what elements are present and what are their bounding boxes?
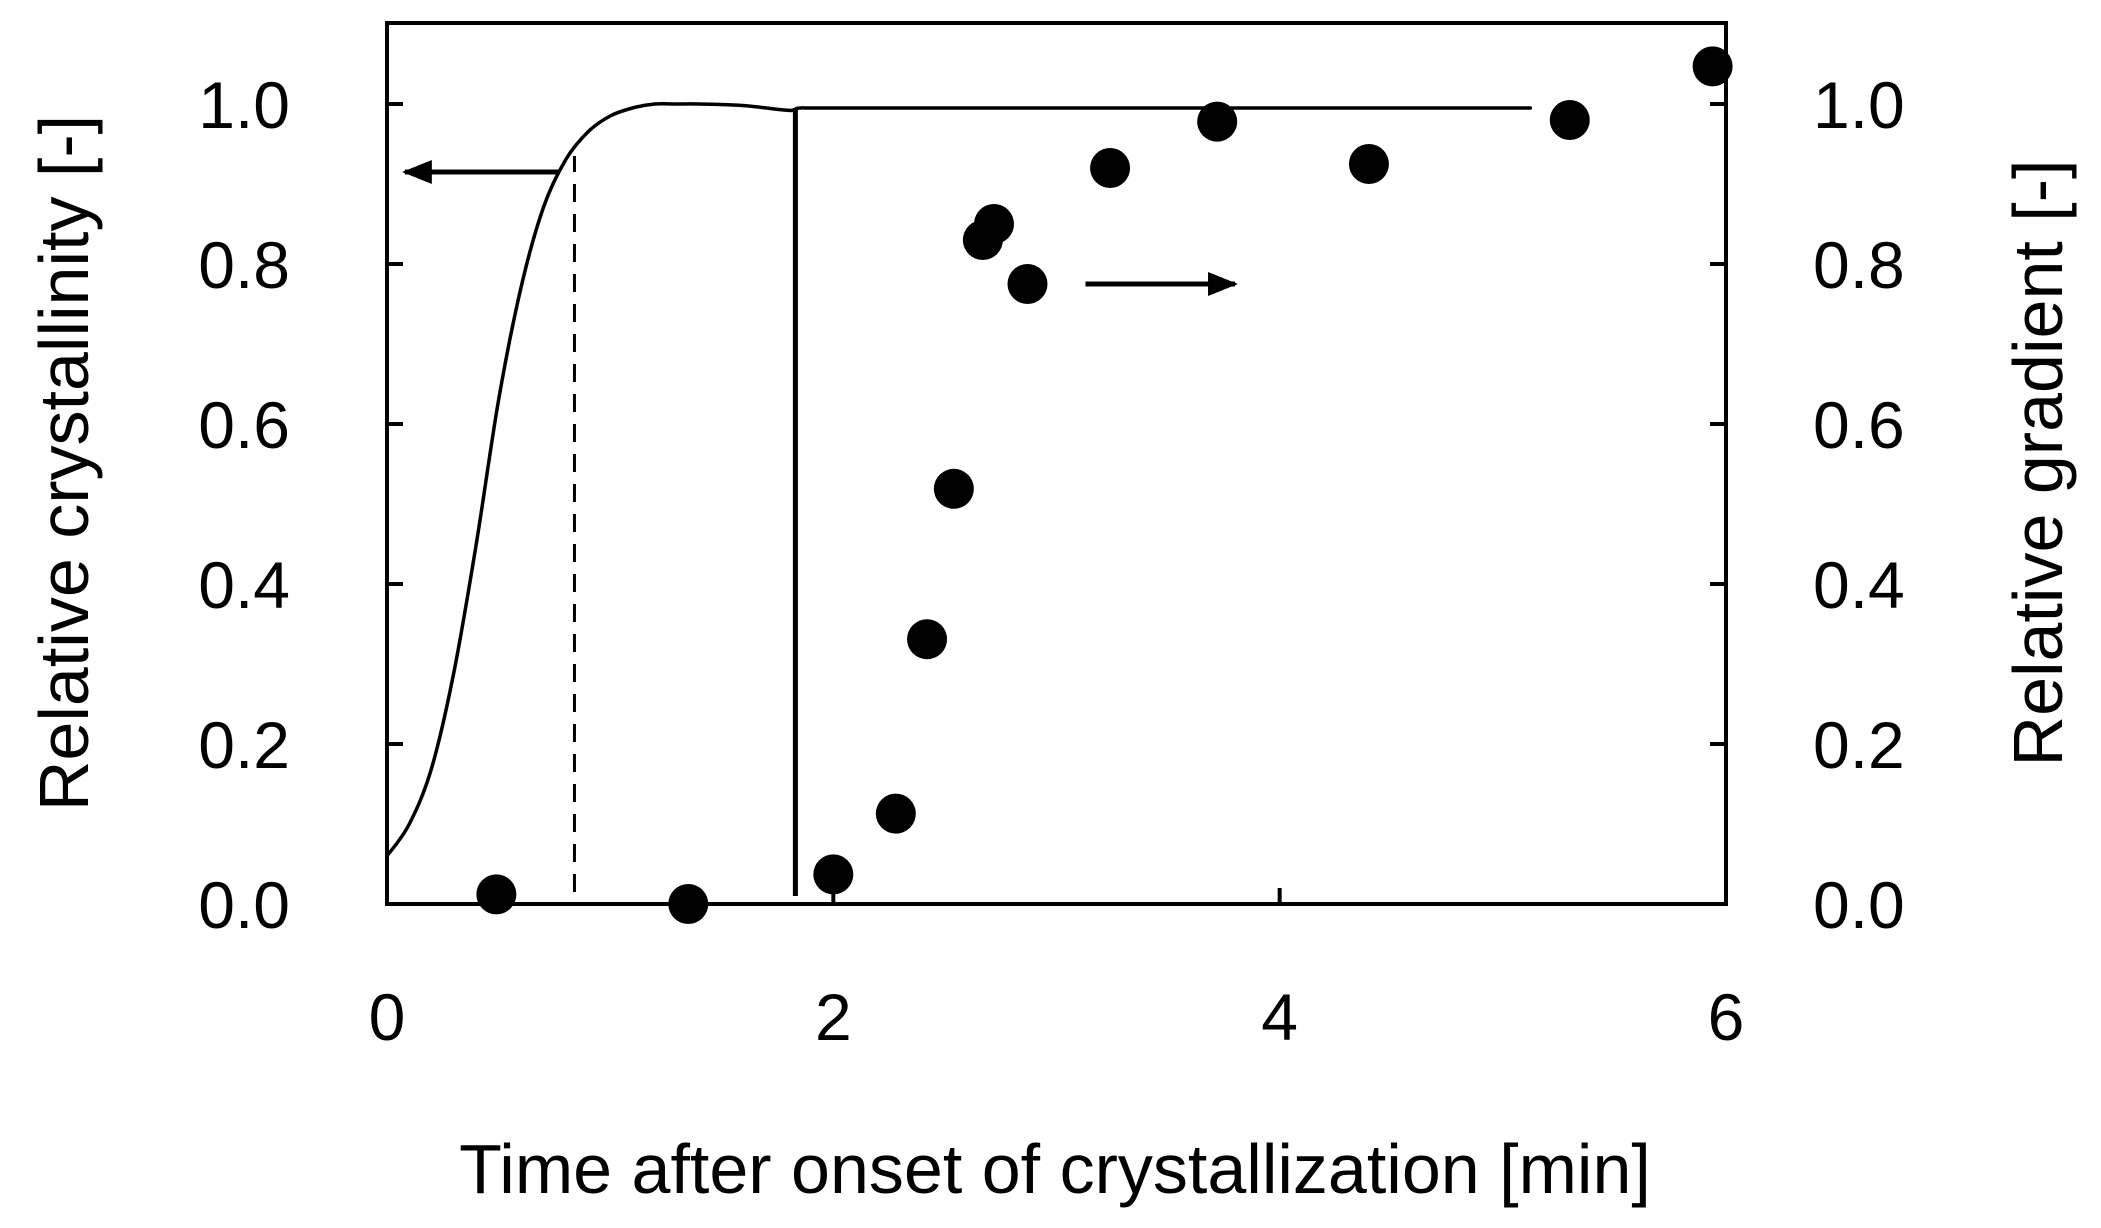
- x-tick-label-2: 4: [1261, 980, 1298, 1054]
- x-tick-label-0: 0: [369, 980, 406, 1054]
- gradient-point: [933, 468, 974, 509]
- gradient-point: [907, 619, 948, 660]
- gradient-point: [1692, 46, 1733, 87]
- gradient-series: [476, 46, 1733, 924]
- y-tick-label-right-0: 0.0: [1813, 868, 1905, 942]
- gradient-point: [813, 854, 854, 895]
- y-tick-label-left-4: 0.8: [198, 228, 290, 302]
- y-axis-label-left: Relative crystallinity [-]: [25, 115, 103, 811]
- gradient-point: [668, 884, 709, 924]
- tick-marks: [387, 102, 1726, 904]
- y-tick-label-right-3: 0.6: [1813, 388, 1905, 462]
- y-tick-label-right-2: 0.4: [1813, 548, 1905, 622]
- y-tick-label-right-1: 0.2: [1813, 708, 1905, 782]
- x-tick-label-1: 2: [815, 980, 852, 1054]
- gradient-point: [1549, 100, 1590, 140]
- x-tick-label-3: 6: [1708, 980, 1745, 1054]
- plot-frame: [385, 21, 1728, 906]
- y-tick-label-left-3: 0.6: [198, 388, 290, 462]
- crystallinity-curve: [385, 101, 1533, 858]
- y-tick-label-left-0: 0.0: [198, 868, 290, 942]
- y-tick-label-left-1: 0.2: [198, 708, 290, 782]
- gradient-point: [974, 204, 1015, 244]
- gradient-point: [1007, 264, 1048, 304]
- tick-labels: 0 2 4 6 0.0 0.0 0.2 0.2 0.4 0.4 0.6 0.6 0.8 0.8 1.0 1.0: [198, 68, 1905, 1054]
- gradient-point: [1197, 101, 1238, 142]
- gradient-point: [476, 874, 517, 915]
- gradient-point: [1348, 144, 1389, 184]
- y-tick-label-right-4: 0.8: [1813, 228, 1905, 302]
- y-tick-label-left-2: 0.4: [198, 548, 290, 622]
- gradient-point: [1090, 148, 1131, 188]
- y-axis-label-right: Relative gradient [-]: [1999, 160, 2077, 767]
- y-tick-label-right-5: 1.0: [1813, 68, 1905, 142]
- x-axis-label: Time after onset of crystallization [min…: [459, 1130, 1651, 1208]
- gradient-point: [875, 793, 916, 834]
- axis-arrows: [401, 160, 1239, 296]
- y-tick-label-left-5: 1.0: [198, 68, 290, 142]
- crystallinity-series: [385, 101, 1533, 858]
- reference-lines: [572, 108, 798, 896]
